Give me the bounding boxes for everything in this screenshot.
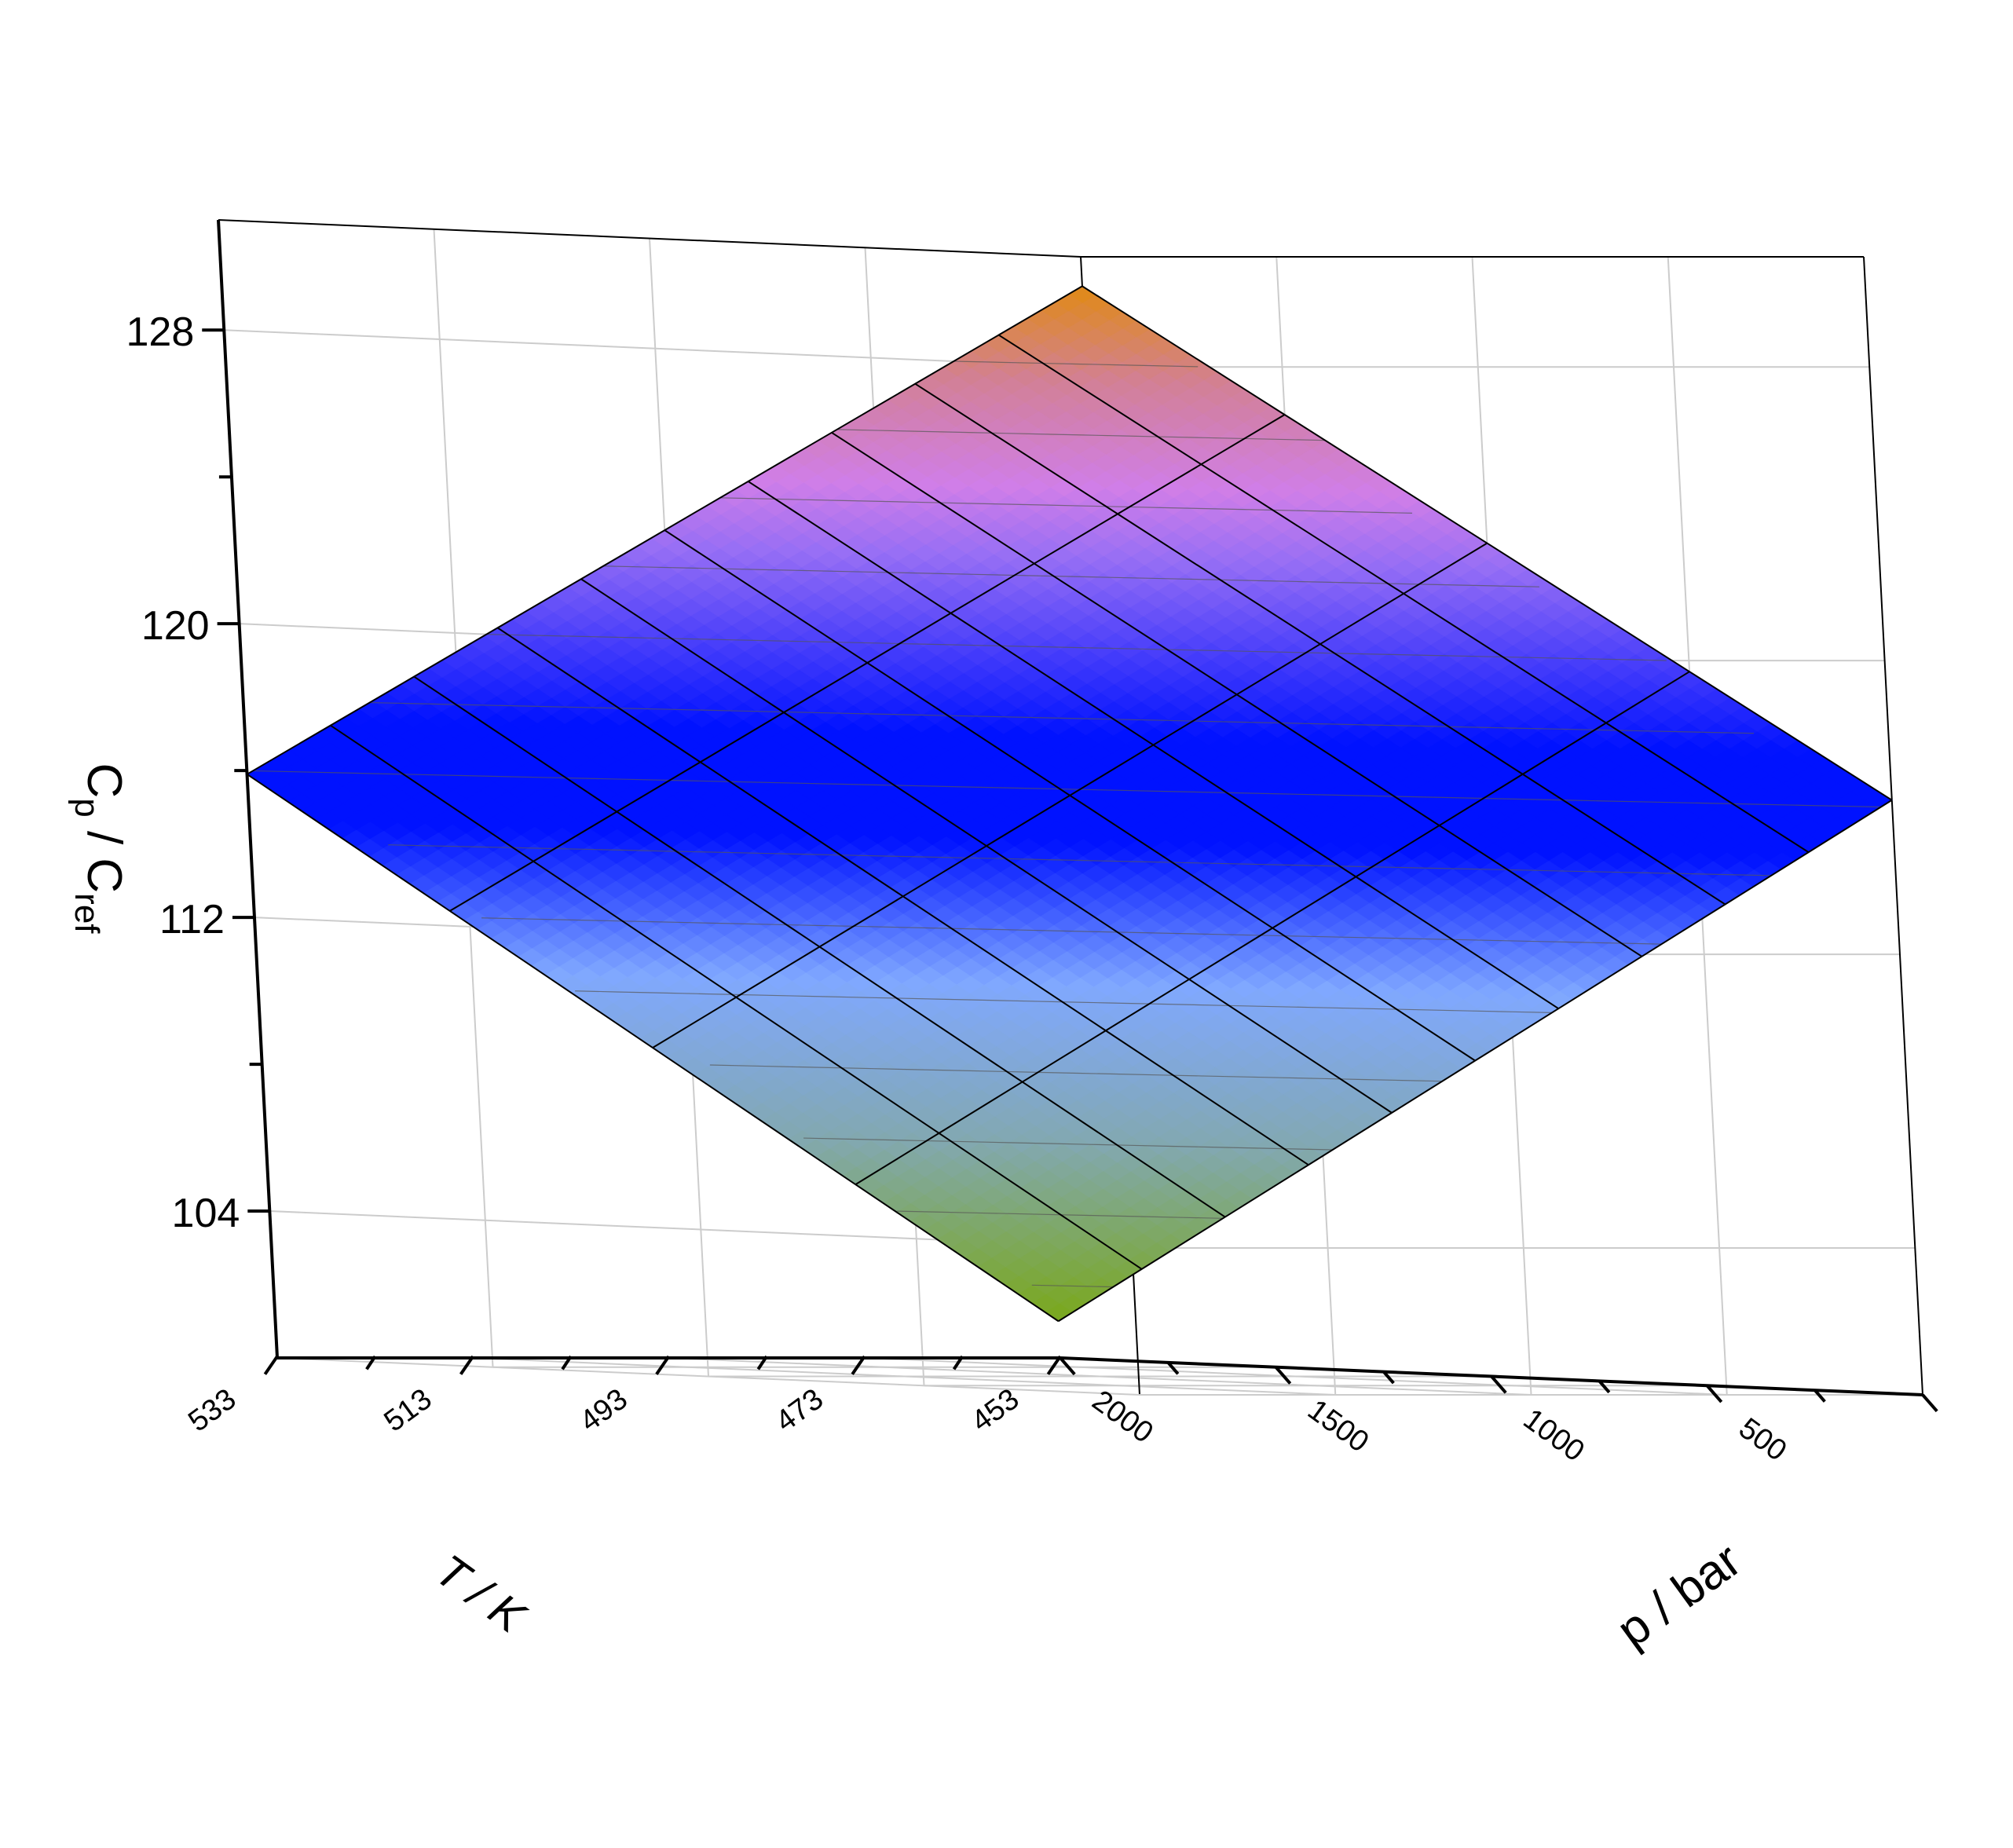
mesh-line-T bbox=[449, 414, 1286, 912]
p-tick-label: 500 bbox=[1733, 1412, 1792, 1468]
surface bbox=[246, 285, 1893, 1323]
contour-line bbox=[388, 844, 1772, 876]
p-tick bbox=[1705, 1384, 1723, 1403]
frame-edge bbox=[1863, 256, 1923, 1396]
p-tick bbox=[1382, 1370, 1395, 1385]
z-title-sep: / C bbox=[77, 818, 131, 893]
t-tick-label: 513 bbox=[379, 1382, 438, 1438]
mesh-line-T bbox=[247, 285, 1083, 775]
p-tick-label: 1000 bbox=[1517, 1403, 1590, 1469]
t-axis-title: T / K bbox=[426, 1545, 536, 1644]
t-tick bbox=[851, 1355, 866, 1375]
t-tick-label: 493 bbox=[574, 1382, 634, 1438]
t-tick bbox=[756, 1355, 768, 1370]
z-axis-title: Cp / Cref bbox=[68, 763, 131, 934]
t-tick-label: 533 bbox=[182, 1382, 242, 1438]
t-tick-label: 473 bbox=[770, 1382, 829, 1438]
z-title-main: C bbox=[77, 763, 131, 798]
p-tick bbox=[1166, 1361, 1180, 1375]
t-tick bbox=[459, 1355, 474, 1375]
z-tick-label: 112 bbox=[159, 897, 225, 942]
t-tick bbox=[263, 1355, 279, 1375]
z-title-sub1: p bbox=[68, 798, 106, 817]
contour-line bbox=[481, 917, 1662, 945]
mesh-line-T bbox=[1058, 799, 1893, 1323]
t-tick bbox=[655, 1355, 671, 1375]
contour-line bbox=[1031, 1284, 1114, 1288]
t-tick bbox=[1046, 1355, 1062, 1375]
t-tick bbox=[561, 1355, 573, 1370]
z-axis-line bbox=[217, 219, 279, 1359]
z-tick-label: 104 bbox=[172, 1191, 240, 1236]
frame-edge bbox=[276, 1357, 1140, 1396]
contour-line bbox=[719, 497, 1412, 514]
z-title-sub2: ref bbox=[68, 893, 106, 934]
mesh-line-T bbox=[855, 671, 1690, 1185]
p-tick bbox=[1490, 1375, 1507, 1394]
z-tick-label: 120 bbox=[141, 603, 210, 649]
p-axis-title: p / bar bbox=[1608, 1533, 1751, 1658]
p-tick-label: 1500 bbox=[1301, 1393, 1374, 1459]
contour-line bbox=[603, 565, 1539, 587]
contour-line bbox=[369, 701, 1755, 734]
contour-line bbox=[486, 634, 1667, 661]
t-tick bbox=[952, 1355, 964, 1370]
p-tick bbox=[1921, 1393, 1938, 1413]
p-tick bbox=[1059, 1356, 1076, 1376]
contour-line bbox=[709, 1064, 1443, 1082]
z-tick-label: 128 bbox=[126, 309, 194, 355]
t-tick bbox=[365, 1355, 377, 1370]
p-tick bbox=[1598, 1380, 1611, 1394]
frame-edge bbox=[218, 219, 1082, 258]
p-tick bbox=[1274, 1366, 1292, 1385]
contour-line bbox=[803, 1137, 1333, 1151]
contour-line bbox=[953, 360, 1199, 368]
t-tick-label: 453 bbox=[965, 1382, 1025, 1438]
p-tick bbox=[1814, 1389, 1826, 1403]
mesh-line-T bbox=[652, 542, 1488, 1048]
